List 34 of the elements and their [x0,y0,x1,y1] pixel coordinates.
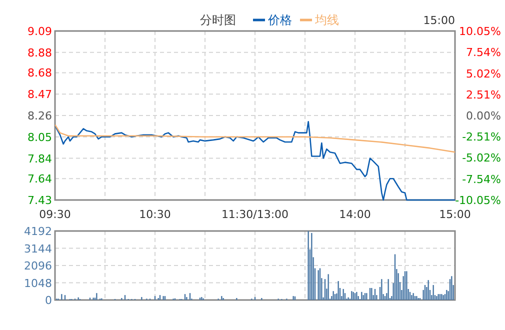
y-tick-label: 8.88 [28,46,52,60]
y-tick-label: 8.05 [28,130,52,144]
x-tick-label: 11:30/13:00 [221,208,289,221]
x-tick-label: 09:30 [39,208,71,221]
x-tick-label: 15:00 [439,208,471,221]
legend-label: 均线 [314,13,339,27]
y2-tick-label: 5.02% [466,67,501,80]
y-tick-label: 2096 [24,260,52,272]
legend-label: 价格 [267,13,292,27]
y2-tick-label: -10.05% [455,194,501,207]
y-tick-label: 7.43 [28,194,52,207]
y2-tick-label: 7.54% [466,46,501,60]
y-tick-label: 3144 [24,242,52,256]
y-tick-label: 0 [45,294,52,307]
line-series [54,120,456,201]
chart-title: 分时图 [200,13,236,27]
y2-tick-label: 10.05% [459,25,501,38]
y-tick-label: 7.64 [28,172,52,186]
y2-tick-label: -5.02% [462,152,501,165]
y-tick-label: 8.26 [28,110,52,122]
line-series [54,124,456,153]
y-tick-label: 8.68 [28,66,52,80]
y-tick-label: 7.84 [28,152,52,166]
y2-tick-label: -2.51% [462,130,501,144]
y2-tick-label: 0.00% [466,110,501,122]
x-tick-label: 14:00 [339,208,371,221]
y2-tick-label: -7.54% [462,172,501,186]
y-tick-label: 4192 [24,225,52,238]
y-tick-label: 8.47 [28,88,52,102]
y2-tick-label: 2.51% [466,88,501,102]
text: 15:00 [423,14,455,27]
y-tick-label: 9.09 [28,25,52,38]
y-tick-label: 1048 [24,276,52,290]
x-tick-label: 10:30 [139,208,171,221]
